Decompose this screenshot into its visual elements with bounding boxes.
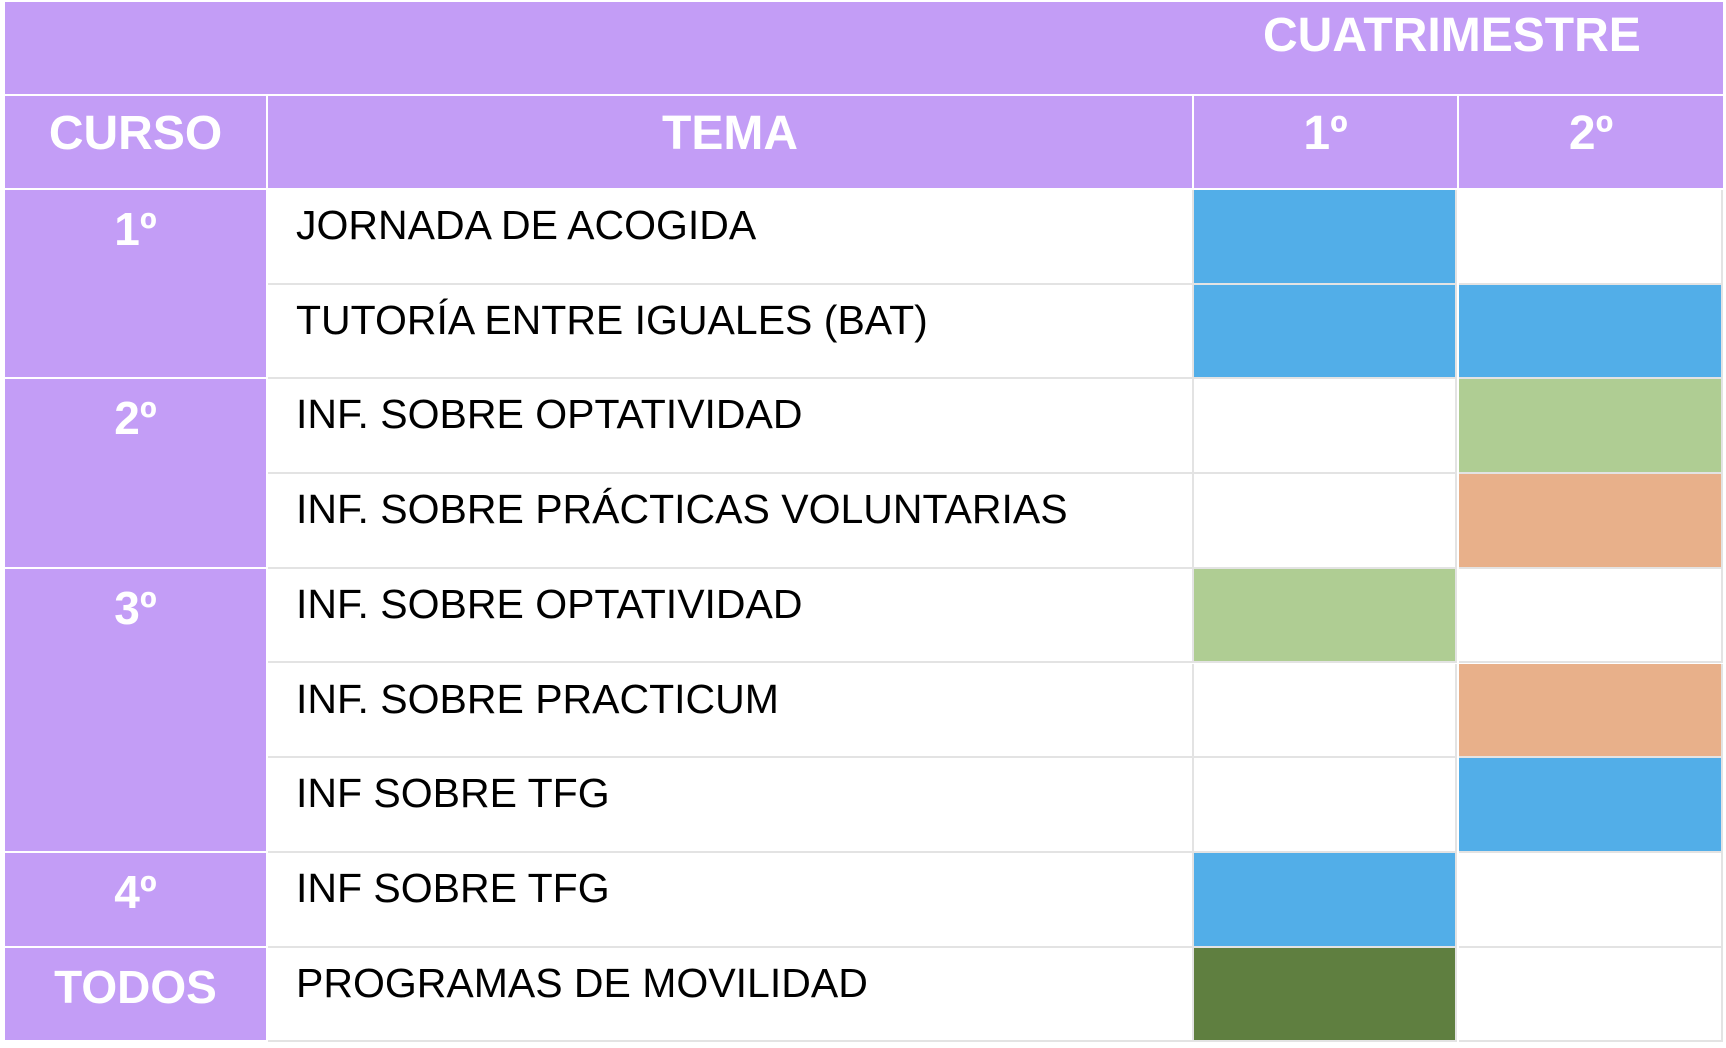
cuatrimestre-1-cell: [1194, 568, 1457, 664]
cuatrimestre-1-cell: [1194, 947, 1457, 1043]
cuatrimestre-2-cell: [1459, 284, 1723, 380]
cuatrimestre-1-header: 1º: [1194, 96, 1457, 188]
cuatrimestre-2-cell: [1459, 190, 1723, 285]
tema-cell: PROGRAMAS DE MOVILIDAD: [268, 947, 1194, 1043]
cuatrimestre-1-cell: [1194, 663, 1457, 759]
cuatrimestre-2-cell: [1459, 474, 1723, 569]
curso-cell: 4º: [5, 852, 266, 946]
curso-cell: 1º: [5, 190, 266, 378]
cuatrimestre-1-cell: [1194, 190, 1457, 285]
cuatrimestre-1-cell: [1194, 474, 1457, 569]
tema-cell: TUTORÍA ENTRE IGUALES (BAT): [268, 284, 1194, 380]
cuatrimestre-1-cell: [1194, 284, 1457, 380]
tema-cell: INF. SOBRE PRÁCTICAS VOLUNTARIAS: [268, 474, 1194, 569]
tema-cell: INF. SOBRE OPTATIVIDAD: [268, 379, 1194, 475]
cuatrimestre-2-header: 2º: [1459, 96, 1723, 188]
cuatrimestre-label: CUATRIMESTRE: [1263, 9, 1641, 62]
tema-column-header: TEMA: [268, 96, 1192, 188]
curso-cell: TODOS: [5, 947, 266, 1041]
tema-cell: INF. SOBRE OPTATIVIDAD: [268, 568, 1194, 664]
curso-column-header: CURSO: [5, 96, 266, 188]
cuatrimestre-2-cell: [1459, 852, 1723, 948]
tema-cell: INF. SOBRE PRACTICUM: [268, 663, 1194, 759]
cuatrimestre-1-cell: [1194, 852, 1457, 948]
cuatrimestre-2-cell: [1459, 663, 1723, 759]
curso-cell: 2º: [5, 379, 266, 567]
curso-cell: 3º: [5, 568, 266, 851]
cuatrimestre-1-cell: [1194, 758, 1457, 853]
cuatrimestre-2-cell: [1459, 947, 1723, 1043]
tema-cell: INF SOBRE TFG: [268, 758, 1194, 853]
cuatrimestre-2-cell: [1459, 758, 1723, 853]
tema-cell: JORNADA DE ACOGIDA: [268, 190, 1194, 285]
cuatrimestre-2-cell: [1459, 568, 1723, 664]
cuatrimestre-header: CUATRIMESTRE: [5, 2, 1723, 94]
tema-cell: INF SOBRE TFG: [268, 852, 1194, 948]
cuatrimestre-1-cell: [1194, 379, 1457, 475]
cuatrimestre-2-cell: [1459, 379, 1723, 475]
